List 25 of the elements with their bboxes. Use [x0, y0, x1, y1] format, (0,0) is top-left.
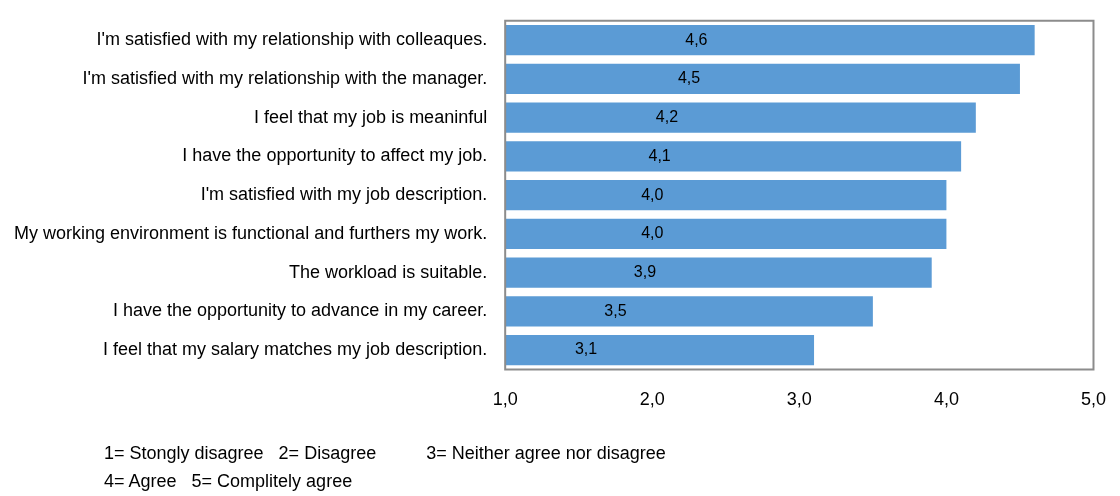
y-tick-label: My working environment is functional and furthers my work.: [14, 222, 488, 243]
x-tick-label: 1,0: [492, 389, 518, 410]
y-tick-label: I have the opportunity to advance in my career.: [112, 300, 488, 321]
text: 1= Stongly disagree 2= Disagree 3= Neither agree nor disagree: [104, 442, 667, 465]
data-label: 4,6: [685, 30, 708, 48]
y-tick-label: I'm satisfied with my job description.: [200, 184, 488, 205]
x-tick-label: 3,0: [786, 389, 812, 410]
y-tick-label: I feel that my salary matches my job description.: [103, 339, 488, 359]
y-tick-label: I have the opportunity to affect my job.: [182, 145, 488, 166]
text: 4= Agree 5= Complitely agree: [104, 470, 354, 493]
data-label: 4,1: [648, 146, 671, 164]
x-tick-label: 5,0: [1080, 389, 1106, 410]
data-label: 4,0: [641, 185, 664, 203]
y-tick-label: I'm satisfied with my relationship with colleaques.: [96, 29, 488, 50]
data-label: 3,9: [633, 262, 657, 280]
x-tick-label: 4,0: [933, 389, 959, 410]
data-label: 3,1: [574, 340, 598, 358]
data-label: 4,5: [677, 69, 701, 87]
data-label: 3,5: [604, 301, 627, 319]
data-label: 4,2: [655, 108, 679, 126]
y-tick-label: I'm satisfied with my relationship with the manager.: [82, 67, 488, 88]
y-tick-label: The workload is suitable.: [289, 261, 488, 282]
x-tick-label: 2,0: [639, 389, 665, 410]
y-tick-label: I feel that my job is meaninful: [254, 106, 488, 127]
data-label: 4,0: [641, 224, 664, 242]
